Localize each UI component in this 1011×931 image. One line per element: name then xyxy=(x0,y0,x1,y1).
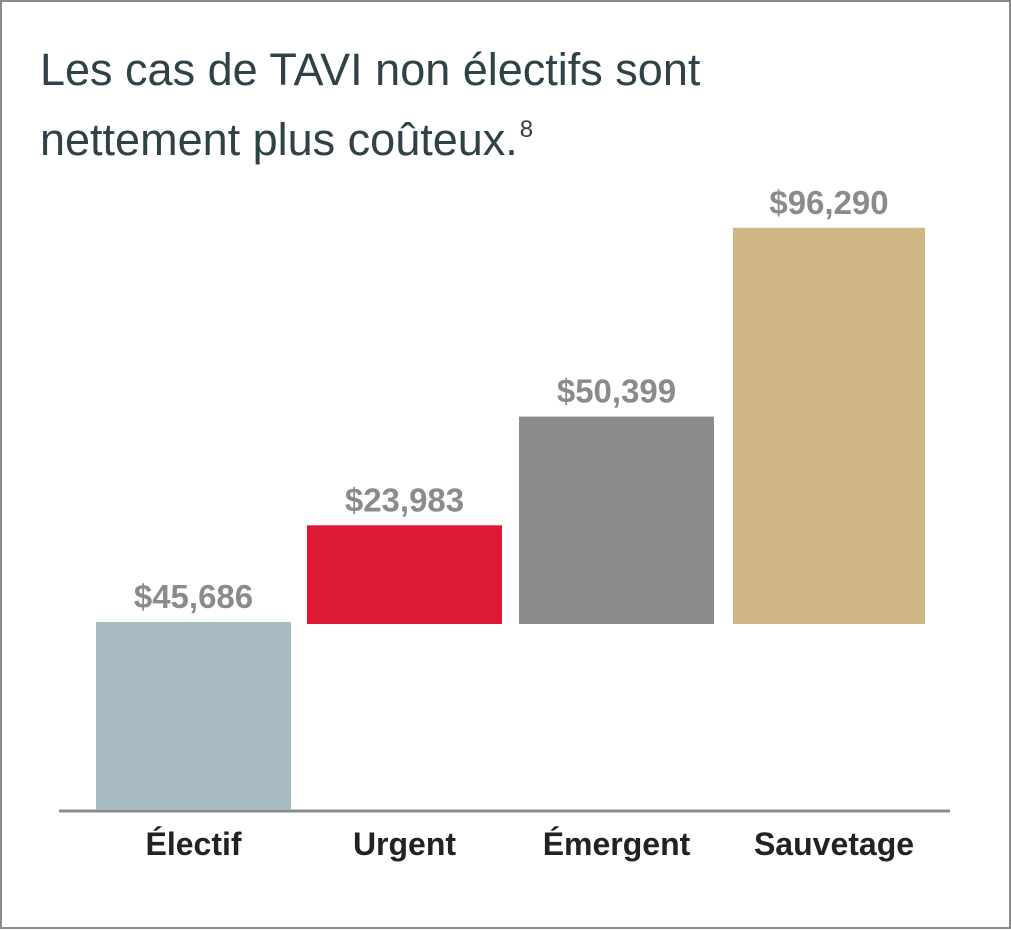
chart-title-line-1: Les cas de TAVI non électifs sont xyxy=(40,44,701,95)
title-footnote-marker: 8 xyxy=(519,116,534,143)
bar-value-label-2: $50,399 xyxy=(557,373,676,410)
bar-0 xyxy=(96,622,291,810)
category-label-0: Électif xyxy=(145,826,241,862)
bar-value-label-1: $23,983 xyxy=(345,481,464,518)
chart-title-line-2: nettement plus coûteux. xyxy=(40,114,518,165)
bar-2 xyxy=(519,416,714,624)
category-label-1: Urgent xyxy=(353,826,456,862)
bar-value-label-0: $45,686 xyxy=(134,578,253,615)
bar-1 xyxy=(307,525,502,624)
chart-title: Les cas de TAVI non électifs sont netteme… xyxy=(40,40,700,170)
category-label-3: Sauvetage xyxy=(754,826,914,862)
category-label-2: Émergent xyxy=(543,826,691,862)
bar-3 xyxy=(733,227,925,624)
bar-value-label-3: $96,290 xyxy=(769,184,888,221)
